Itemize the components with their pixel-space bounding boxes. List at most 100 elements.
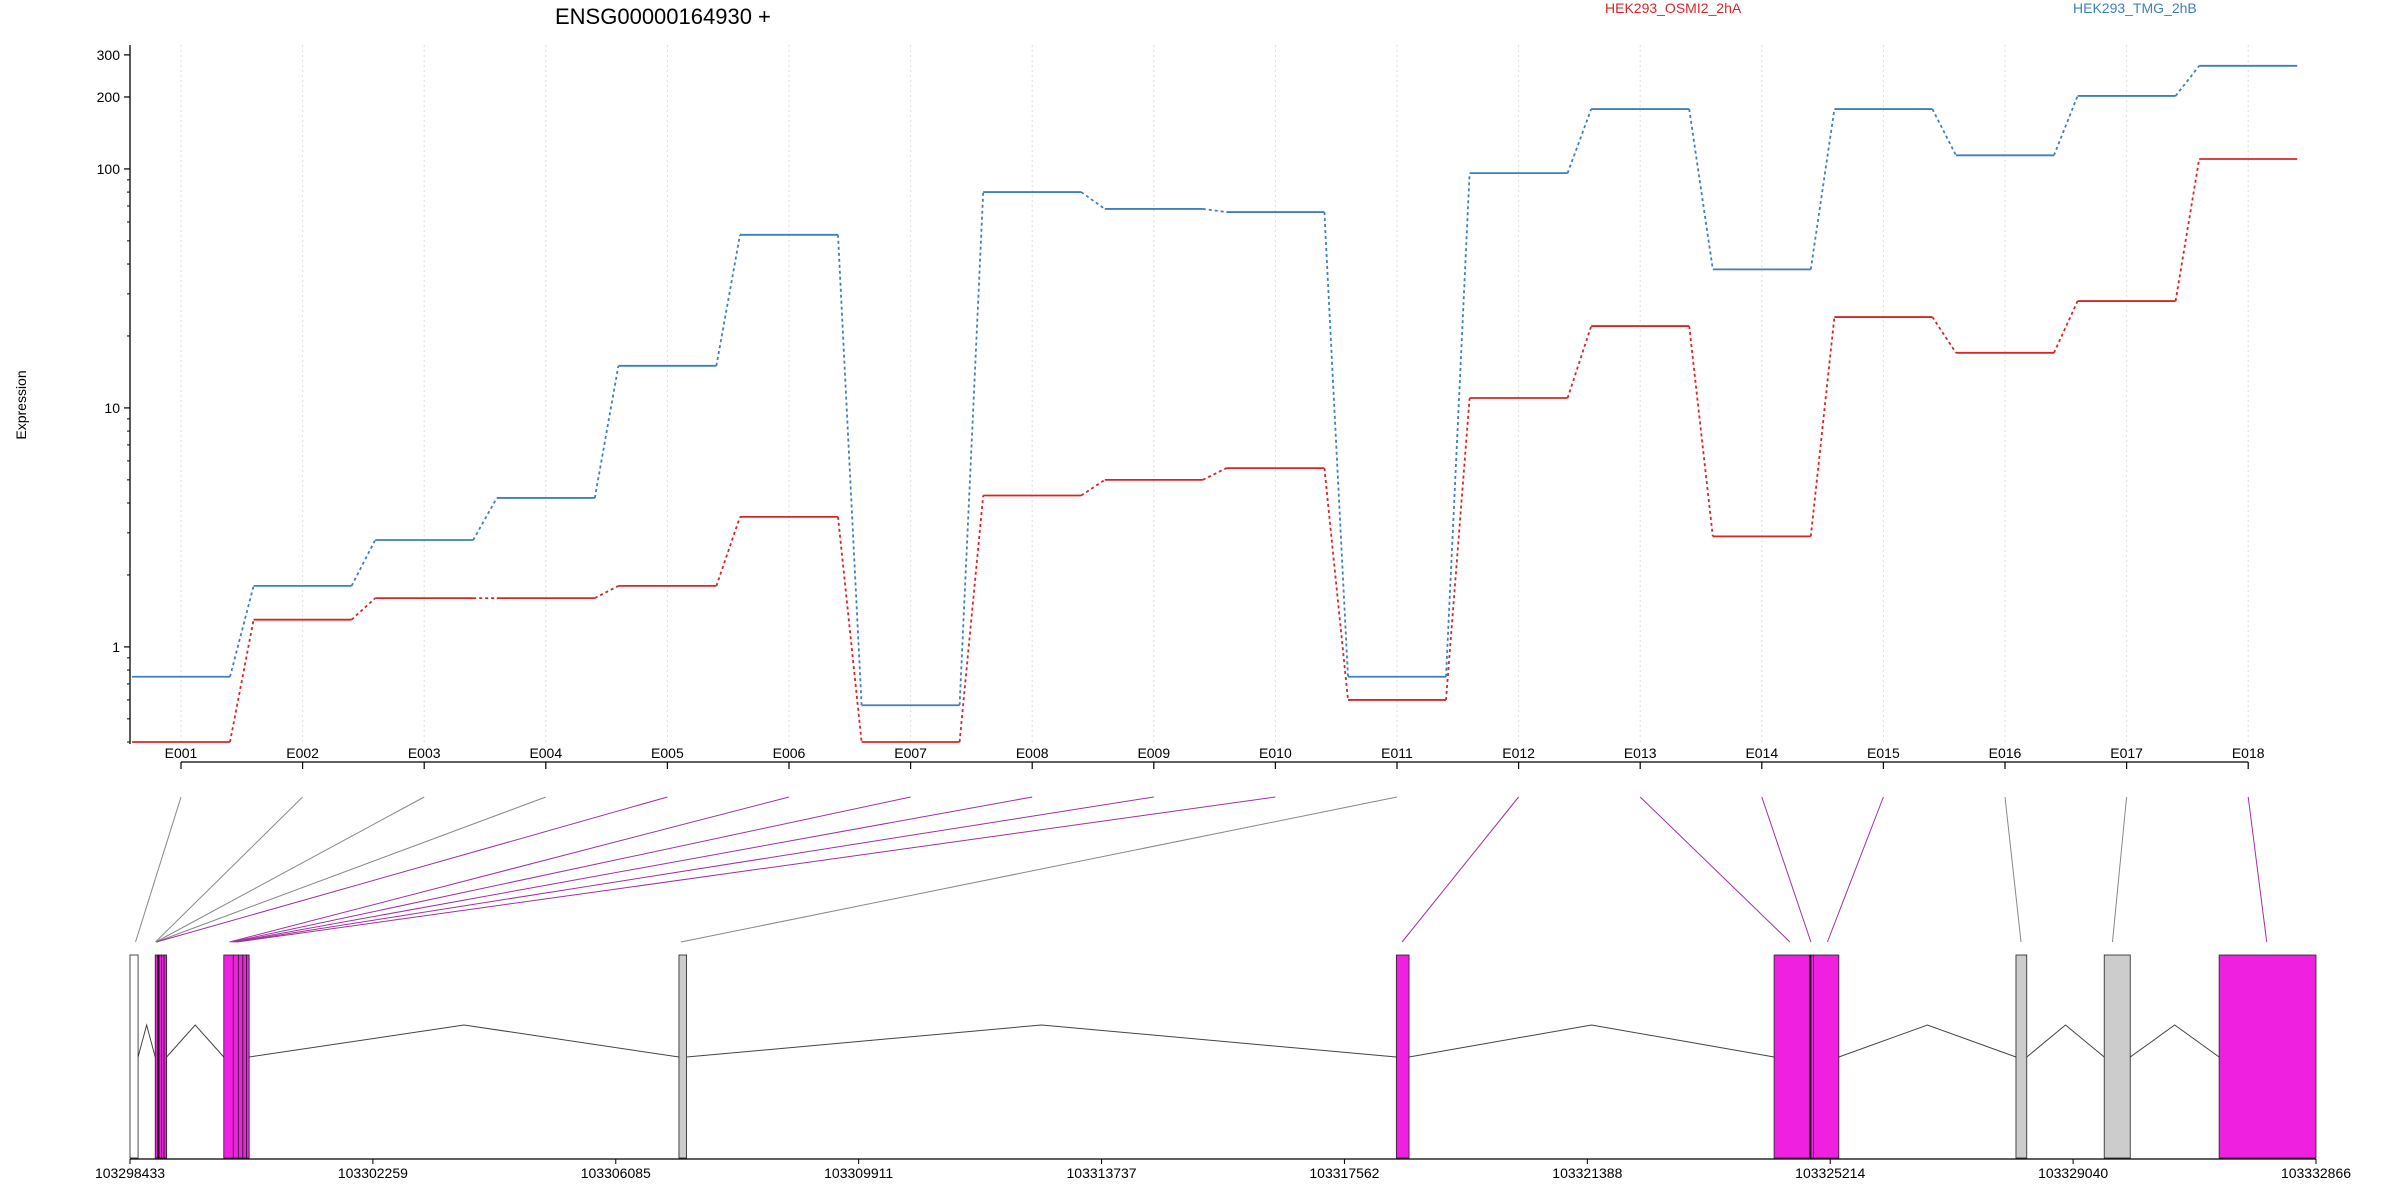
series-connector xyxy=(1080,479,1106,497)
series-connector xyxy=(1931,316,1957,354)
x-tick-label: E003 xyxy=(408,745,441,761)
series-connector xyxy=(2053,300,2079,354)
x-tick-label: E004 xyxy=(529,745,562,761)
exon-box xyxy=(2015,954,2028,1159)
exon-linker-line xyxy=(135,796,182,943)
genome-coordinate-label: 103306085 xyxy=(581,1165,651,1181)
genome-coordinate-label: 103302259 xyxy=(338,1165,408,1181)
x-tick-label: E005 xyxy=(651,745,684,761)
series-connector xyxy=(1080,191,1106,210)
series-connector xyxy=(2174,158,2201,302)
x-tick-label: E017 xyxy=(2110,745,2143,761)
exon-box xyxy=(1773,954,1811,1159)
x-tick-label: E006 xyxy=(773,745,806,761)
grid-lines xyxy=(180,45,2249,742)
exon-box xyxy=(232,954,239,1159)
exon-box xyxy=(237,954,244,1159)
exon-box xyxy=(129,954,139,1159)
exon-box xyxy=(246,954,250,1159)
exon-linker-line xyxy=(155,796,546,943)
genome-coordinate-label: 103329040 xyxy=(2038,1165,2108,1181)
y-tick-label: 1 xyxy=(112,639,120,655)
x-tick-label: E015 xyxy=(1867,745,1900,761)
series-connector xyxy=(594,585,619,599)
exon-box xyxy=(678,954,687,1159)
x-tick-label: E016 xyxy=(1989,745,2022,761)
series-connector xyxy=(1202,208,1227,213)
axes: 1 10 100 200 300 E001 E002 E003 E004 E005 E006 E007… xyxy=(97,45,2265,769)
genome-coordinate-label: 103321388 xyxy=(1552,1165,1622,1181)
series-connector xyxy=(229,585,255,677)
y-tick-label: 10 xyxy=(104,400,120,416)
series-connector xyxy=(1931,108,1957,156)
x-tick-label: E010 xyxy=(1259,745,1292,761)
exon-linker-line xyxy=(231,796,911,943)
intron-line xyxy=(1408,1024,1775,1058)
series-connector xyxy=(1445,173,1471,677)
intron-line xyxy=(686,1024,1397,1058)
series-connector xyxy=(837,234,863,706)
x-tick-label: E014 xyxy=(1745,745,1778,761)
exon-linker-lines xyxy=(135,796,2268,943)
legend-entry-osmi2: HEK293_OSMI2_2hA xyxy=(1605,0,1742,16)
series-connector xyxy=(472,497,498,541)
exon-linker-line xyxy=(233,796,1033,943)
x-tick-label: E001 xyxy=(165,745,198,761)
exon-linker-line xyxy=(680,796,1398,943)
series-connector xyxy=(1809,316,1836,537)
gene-model: 103298433 103302259 103306085 103309911 1033… xyxy=(95,954,2351,1181)
exon-linker-line xyxy=(155,796,303,943)
exon-linker-line xyxy=(235,796,1154,943)
genome-coordinate-label: 103309911 xyxy=(824,1165,893,1181)
exon-linker-line xyxy=(1401,796,1519,943)
intron-line xyxy=(2026,1024,2105,1058)
series-connector xyxy=(837,516,863,743)
genome-coordinate-label: 103298433 xyxy=(95,1165,165,1181)
exon-linker-line xyxy=(237,796,1276,943)
series-connector xyxy=(1566,325,1593,399)
series-connector xyxy=(1323,212,1349,677)
series-connector xyxy=(1688,325,1714,537)
exon-box xyxy=(1813,954,1840,1159)
series-connector xyxy=(593,365,620,499)
series-connector xyxy=(350,597,376,621)
x-tick-label: E018 xyxy=(2232,745,2265,761)
exon-box xyxy=(1395,954,1410,1159)
x-tick-label: E012 xyxy=(1502,745,1535,761)
exon-linker-line xyxy=(155,796,425,943)
y-tick-label: 300 xyxy=(97,47,121,63)
series-connector xyxy=(350,539,377,587)
intron-line xyxy=(166,1024,225,1058)
exon-linker-line xyxy=(156,796,668,943)
intron-line xyxy=(137,1023,156,1058)
genome-coordinate-label: 103313737 xyxy=(1067,1165,1137,1181)
series-lines xyxy=(132,64,2298,743)
exon-box xyxy=(242,954,248,1159)
exon-linker-line xyxy=(2004,796,2022,943)
series-connector xyxy=(1566,108,1593,174)
exon-box xyxy=(2103,954,2131,1159)
series-connector xyxy=(1688,108,1714,270)
series-connector xyxy=(958,192,985,706)
series-connector xyxy=(715,516,741,587)
series-connector xyxy=(958,495,985,743)
x-tick-label: E013 xyxy=(1624,745,1657,761)
exon-linker-line xyxy=(1826,796,1884,943)
exon-box xyxy=(2218,954,2317,1159)
exon-linker-line xyxy=(1761,796,1812,943)
x-tick-label: E009 xyxy=(1137,745,1170,761)
exon-linker-line xyxy=(2111,796,2128,943)
series-connector xyxy=(1809,108,1836,270)
x-tick-label: E002 xyxy=(286,745,319,761)
x-tick-label: E007 xyxy=(894,745,927,761)
series-connector xyxy=(1202,467,1227,481)
chart-title: ENSG00000164930 + xyxy=(555,4,771,29)
exon-linker-line xyxy=(1639,796,1791,943)
y-tick-label: 100 xyxy=(97,161,121,177)
x-tick-label: E011 xyxy=(1381,745,1413,761)
series-connector xyxy=(2174,65,2200,97)
series-connector xyxy=(229,619,255,743)
series-connector xyxy=(715,234,741,366)
genome-coordinate-label: 103332866 xyxy=(2281,1165,2351,1181)
